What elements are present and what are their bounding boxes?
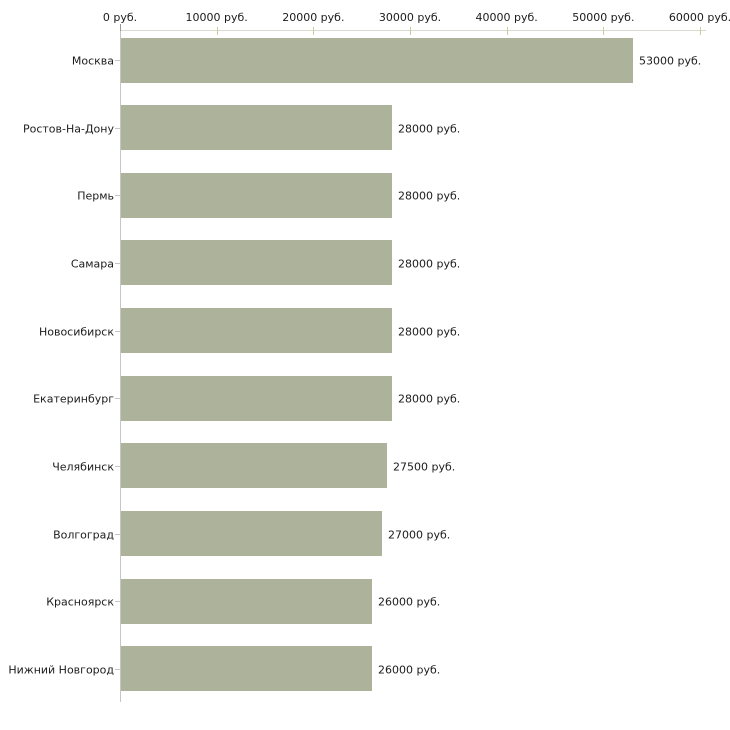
x-axis-tick [700,27,701,35]
category-label: Пермь [77,189,114,203]
value-label: 26000 руб. [378,595,441,609]
category-tick [115,127,120,129]
category-label: Ростов-На-Дону [22,122,114,136]
value-label: 28000 руб. [398,257,461,271]
bar [121,646,372,692]
x-axis-tick [506,27,508,35]
category-tick [115,601,120,603]
category-tick [115,195,120,197]
value-label: 28000 руб. [398,392,461,406]
category-label: Екатеринбург [33,392,114,406]
value-label: 28000 руб. [398,189,461,203]
category-label: Красноярск [46,595,114,609]
x-axis-tick-label: 20000 руб. [282,11,345,24]
x-axis-line [120,30,706,31]
x-axis-tick [313,27,315,35]
category-label: Нижний Новгород [8,663,114,677]
category-label: Волгоград [53,528,114,542]
category-tick [115,533,120,535]
x-axis-tick-label: 0 руб. [102,11,138,24]
category-tick [115,398,120,400]
value-label: 27000 руб. [388,528,451,542]
value-label: 28000 руб. [398,122,461,136]
value-label: 28000 руб. [398,325,461,339]
value-label: 26000 руб. [378,663,441,677]
x-axis-tick-label: 10000 руб. [185,11,248,24]
x-axis-tick [603,27,605,35]
category-label: Москва [71,54,114,68]
bar [121,240,392,286]
category-tick [115,262,120,264]
bar [121,443,387,489]
category-label: Челябинск [52,460,114,474]
x-axis-tick [120,24,121,31]
x-axis-tick-label: 50000 руб. [572,11,635,24]
bar [121,511,382,557]
category-tick [115,330,120,332]
bar [121,308,392,354]
value-label: 27500 руб. [393,460,456,474]
bar [121,172,392,218]
x-axis-tick-label: 60000 руб. [668,11,730,24]
bar [121,105,392,151]
bar [121,578,372,624]
category-tick [115,60,120,61]
category-label: Новосибирск [38,325,114,339]
bar [121,375,392,421]
category-tick [115,465,120,467]
x-axis-tick [410,27,411,35]
category-label: Самара [70,257,114,271]
category-tick [115,668,120,670]
bar [121,37,633,83]
y-axis-line [120,30,121,702]
x-axis-tick-label: 30000 руб. [378,11,442,24]
value-label: 53000 руб. [639,54,702,68]
x-axis-tick-label: 40000 руб. [475,11,538,24]
x-axis-tick [216,27,218,35]
